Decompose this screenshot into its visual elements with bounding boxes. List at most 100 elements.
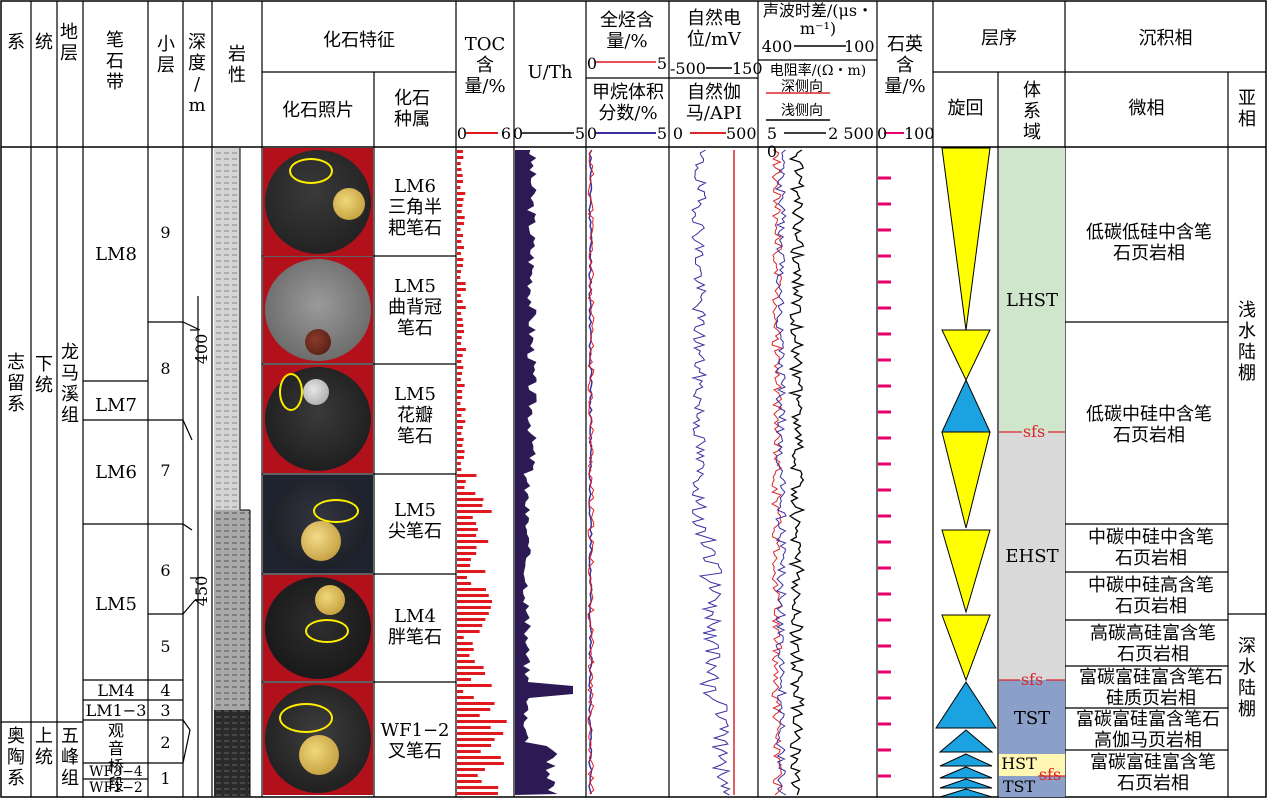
- toc-bar-85: [457, 660, 475, 663]
- header-systems-tract: 体 系 域: [1023, 80, 1041, 143]
- fossil-name-2: LM5 曲背冠笔石: [388, 276, 442, 339]
- toc-bar-50: [457, 450, 465, 453]
- sublayer-7: 7: [160, 461, 171, 480]
- toc-bar-38: [457, 378, 461, 381]
- header-quartz: 石英含量/%: [884, 34, 926, 97]
- zone-lm6: LM6: [95, 462, 137, 483]
- total-hc-scale-max: 5: [656, 54, 668, 73]
- toc-bar-23: [457, 288, 466, 291]
- toc-bar-45: [457, 420, 466, 423]
- toc-bar-28: [457, 318, 463, 321]
- toc-bar-83: [457, 648, 474, 651]
- ac-scale-max: 100: [844, 37, 875, 56]
- toc-bar-25: [457, 300, 463, 303]
- header-methane: 甲烷体积分数/%: [592, 82, 664, 124]
- quartz-scale-min: 0: [877, 124, 888, 143]
- toc-bar-11: [457, 216, 465, 219]
- toc-bar-84: [457, 654, 470, 657]
- toc-bar-47: [457, 432, 462, 435]
- hydrocarbon-curves: [587, 149, 595, 795]
- toc-bar-95: [457, 720, 507, 723]
- deep-lateral-curve: [771, 149, 783, 796]
- toc-bar-49: [457, 444, 463, 447]
- toc-bar-86: [457, 666, 484, 669]
- toc-bar-21: [457, 276, 461, 279]
- methane-scale-max: 5: [656, 124, 668, 143]
- zone-lm5: LM5: [95, 594, 137, 615]
- toc-bar-51: [457, 456, 464, 459]
- toc-bar-65: [457, 540, 489, 543]
- toc-bar-56: [457, 486, 465, 489]
- fossil-photo-lm5-b: [263, 365, 373, 473]
- header-facies: 沉积相: [1138, 28, 1193, 49]
- toc-bar-66: [457, 546, 477, 549]
- toc-bar-8: [457, 198, 464, 201]
- header-sp: 自然电位/mV: [686, 8, 742, 50]
- sublayer-5: 5: [160, 637, 171, 656]
- fossil-name-4: LM5 尖笔石: [388, 500, 442, 542]
- header-lithology: 岩 性: [228, 44, 246, 86]
- sfs-lower: sfs: [1038, 765, 1062, 784]
- toc-bar-52: [457, 462, 461, 465]
- microfacies-1: 低碳低硅中含笔石页岩相: [1086, 222, 1212, 264]
- sublayer-9: 9: [160, 223, 171, 242]
- toc-bar-71: [457, 576, 467, 579]
- microfacies-4: 中碳中硅高含笔石页岩相: [1088, 575, 1214, 617]
- toc-bar-59: [457, 504, 483, 507]
- toc-bar-61: [457, 516, 473, 519]
- label-silurian: 志 留 系: [7, 352, 25, 415]
- header-fossil-features: 化石特征: [323, 30, 395, 51]
- toc-bar-35: [457, 360, 462, 363]
- toc-bar-54: [457, 474, 477, 477]
- toc-bar-72: [457, 582, 472, 585]
- quartz-scale-max: 100: [904, 124, 935, 143]
- header-fossil-photo: 化石照片: [282, 100, 354, 121]
- toc-bar-16: [457, 246, 465, 249]
- label-longmaxi: 龙 马 溪 组: [61, 342, 79, 426]
- toc-bar-70: [457, 570, 486, 573]
- fossil-name-3: LM5 花瓣笔石: [394, 384, 436, 447]
- toc-bar-100: [457, 750, 481, 753]
- fossil-photo-lm4: [263, 575, 373, 681]
- toc-bar-32: [457, 342, 462, 345]
- fossil-photo-lm5-c: [263, 475, 373, 573]
- depth-tick-450: 450: [192, 575, 211, 607]
- toc-bar-89: [457, 684, 492, 687]
- zone-lm1-3: LM1−3: [85, 701, 147, 720]
- microfacies-7: 富碳富硅富含笔石高伽马页岩相: [1076, 709, 1220, 751]
- toc-bar-104: [457, 774, 478, 777]
- ac-scale-min: 400: [761, 37, 793, 56]
- zone-wf3-4: WF3−4: [89, 764, 143, 780]
- toc-bar-55: [457, 480, 466, 483]
- subfacies-shallow: 浅 水 陆 棚: [1238, 300, 1256, 384]
- quartz-bars: [878, 176, 891, 778]
- header-cycle: 旋回: [947, 98, 984, 119]
- depth-tick-400: 400: [192, 333, 211, 365]
- fossil-name-5: LM4 胖笔石: [388, 606, 442, 648]
- toc-bar-20: [457, 270, 462, 273]
- toc-bar-53: [457, 468, 462, 471]
- tract-hst: HST: [1001, 754, 1037, 773]
- toc-bar-17: [457, 252, 461, 255]
- sp-scale-min: -500: [670, 59, 706, 78]
- toc-bar-31: [457, 336, 462, 339]
- sp-curve: [690, 149, 731, 796]
- toc-bar-74: [457, 594, 489, 597]
- toc-bar-58: [457, 498, 484, 501]
- label-ordovician: 奥 陶 系: [7, 726, 25, 789]
- toc-bar-39: [457, 384, 465, 387]
- toc-bar-75: [457, 600, 493, 603]
- toc-bar-105: [457, 780, 482, 783]
- toc-bar-78: [457, 618, 486, 621]
- toc-bar-40: [457, 390, 463, 393]
- sublayer-1: 1: [160, 769, 171, 788]
- toc-bar-44: [457, 414, 462, 417]
- toc-bar-2: [457, 162, 461, 165]
- toc-bar-107: [457, 792, 498, 795]
- toc-bar-27: [457, 312, 462, 315]
- toc-bar-77: [457, 612, 489, 615]
- log-curves: [690, 149, 735, 796]
- tract-ehst: EHST: [1005, 546, 1059, 567]
- sublayer-8: 8: [160, 359, 171, 378]
